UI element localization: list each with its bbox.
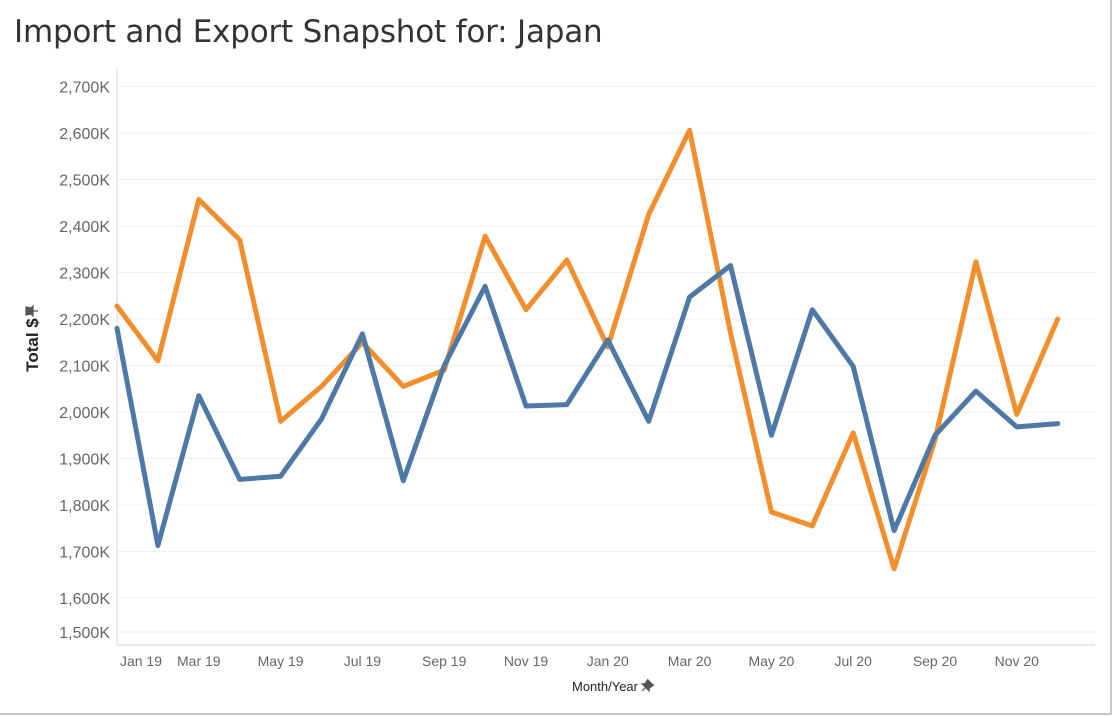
- x-tick-label: Jan 20: [587, 653, 629, 669]
- y-tick-label: 1,700K: [59, 545, 110, 562]
- y-tick-label: 1,900K: [59, 452, 110, 469]
- y-tick-label: 1,500K: [59, 625, 110, 642]
- x-axis-title: Month/Year: [572, 679, 639, 694]
- x-axis-pin-icon[interactable]: [639, 678, 655, 695]
- x-tick-label: May 19: [258, 653, 304, 669]
- y-tick-label: 2,100K: [59, 359, 110, 376]
- y-tick-label: 2,200K: [59, 312, 110, 329]
- y-tick-label: 2,000K: [59, 405, 110, 422]
- x-tick-label: May 20: [748, 653, 794, 669]
- x-tick-label: Nov 19: [504, 653, 549, 669]
- x-tick-label: Nov 20: [995, 653, 1040, 669]
- x-tick-label: Sep 20: [913, 653, 958, 669]
- y-tick-label: 2,700K: [59, 80, 110, 97]
- chart-title: Import and Export Snapshot for: Japan: [14, 14, 603, 50]
- x-tick-label: Jul 19: [344, 653, 382, 669]
- x-axis-title-group: Month/Year: [572, 678, 655, 695]
- y-axis-title: Total $: [23, 318, 42, 372]
- y-tick-label: 2,600K: [59, 126, 110, 143]
- series-lines: [114, 127, 1061, 572]
- y-tick-label: 1,600K: [59, 591, 110, 608]
- series-line-2: [114, 263, 1061, 548]
- y-tick-label: 2,400K: [59, 219, 110, 236]
- y-axis-title-group: Total $: [23, 304, 42, 372]
- x-tick-label: Mar 20: [668, 653, 712, 669]
- x-tick-label: Sep 19: [422, 653, 467, 669]
- gridlines: [117, 86, 1095, 633]
- y-tick-label: 2,300K: [59, 266, 110, 283]
- y-tick-label: 2,500K: [59, 173, 110, 190]
- y-axis-pin-icon[interactable]: [25, 304, 38, 318]
- x-tick-label: Jan 19: [120, 653, 162, 669]
- y-tick-label: 1,800K: [59, 498, 110, 515]
- x-tick-label: Mar 19: [177, 653, 221, 669]
- y-tick-labels: 1,500K 1,600K 1,700K 1,800K 1,900K 2,000K 2,10…: [59, 80, 110, 643]
- series-line-1: [114, 127, 1061, 572]
- x-tick-labels: Jan 19 Mar 19 May 19 Jul 19 Sep 19 Nov 19 Jan …: [120, 653, 1039, 669]
- x-tick-label: Jul 20: [835, 653, 873, 669]
